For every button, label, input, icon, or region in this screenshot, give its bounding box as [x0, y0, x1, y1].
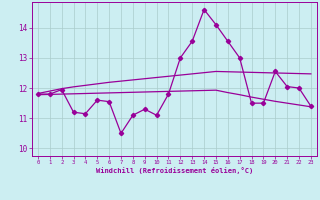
X-axis label: Windchill (Refroidissement éolien,°C): Windchill (Refroidissement éolien,°C)	[96, 167, 253, 174]
